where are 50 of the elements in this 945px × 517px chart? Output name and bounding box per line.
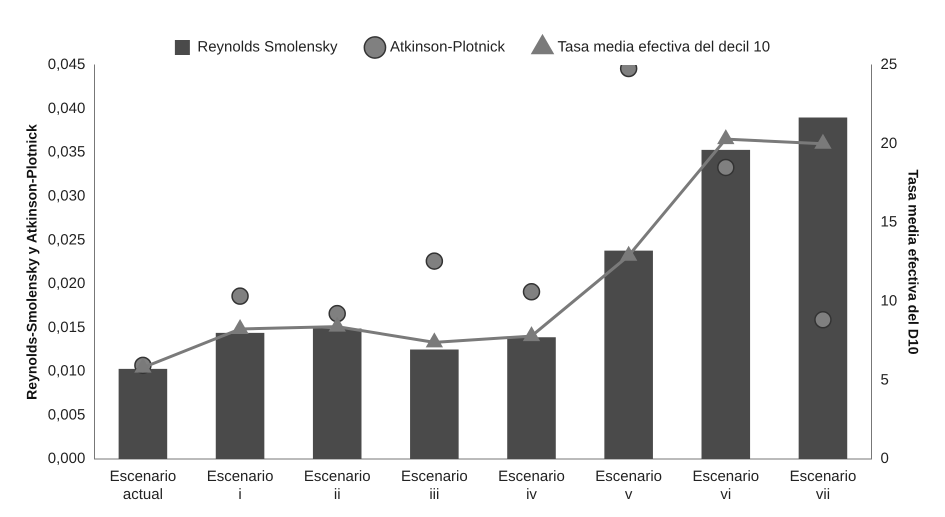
- point: [328, 304, 346, 322]
- bar: [410, 350, 459, 459]
- y-tick-label: 0,005: [48, 406, 86, 424]
- y2-axis-title: Tasa media efectiva del D10: [906, 170, 922, 355]
- y2-tick-label: 5: [880, 371, 889, 388]
- bar: [118, 368, 168, 459]
- point: [814, 311, 832, 329]
- y-tick-label: 0,010: [48, 362, 86, 380]
- y-tick-label: 0,040: [48, 100, 86, 117]
- point: [426, 334, 442, 348]
- y-tick-label: 0,025: [48, 231, 86, 248]
- x-tick-label: Escenario i: [206, 468, 274, 504]
- bar: [604, 250, 653, 459]
- x-tick-label: Escenario vi: [692, 468, 760, 504]
- y2-tick-label: 15: [880, 214, 898, 231]
- y2-tick-label: 10: [880, 292, 898, 310]
- y2-tick-label: 25: [880, 56, 898, 74]
- y-axis-title: Reynolds-Smolensky y Atkinson-Plotnick: [23, 124, 40, 400]
- x-tick-label: Escenario v: [595, 468, 662, 504]
- legend-label: Tasa media efectiva del decil 10: [557, 38, 770, 56]
- point: [426, 252, 444, 270]
- y2-tick-label: 0: [880, 450, 889, 468]
- bar: [216, 332, 264, 459]
- y-tick-label: 0,020: [48, 275, 86, 292]
- point: [718, 130, 734, 144]
- point: [231, 287, 249, 305]
- point: [524, 328, 540, 342]
- bar: [702, 150, 750, 459]
- point: [717, 158, 735, 176]
- x-tick-label: Escenario iii: [401, 468, 468, 504]
- point: [232, 320, 248, 334]
- y-tick-label: 0,035: [48, 144, 86, 161]
- point: [815, 135, 831, 149]
- x-tick-label: Escenario actual: [110, 468, 176, 504]
- y-tick-label: 0,045: [48, 56, 86, 74]
- legend-label: Atkinson-Plotnick: [390, 38, 506, 56]
- x-tick-label: Escenario ii: [304, 468, 371, 504]
- point: [330, 318, 345, 332]
- y-tick-label: 0,030: [48, 187, 86, 204]
- point: [522, 283, 540, 301]
- bar: [312, 328, 362, 459]
- legend-label: Reynolds Smolensky: [197, 38, 338, 56]
- y-tick-label: 0,000: [48, 450, 86, 468]
- x-tick-label: Escenario iv: [498, 468, 565, 504]
- bar: [798, 118, 848, 459]
- y-tick-label: 0,015: [48, 318, 86, 336]
- bar: [507, 337, 556, 459]
- x-tick-label: Escenario vii: [790, 468, 856, 504]
- y2-tick-label: 20: [880, 134, 898, 152]
- point: [621, 247, 636, 261]
